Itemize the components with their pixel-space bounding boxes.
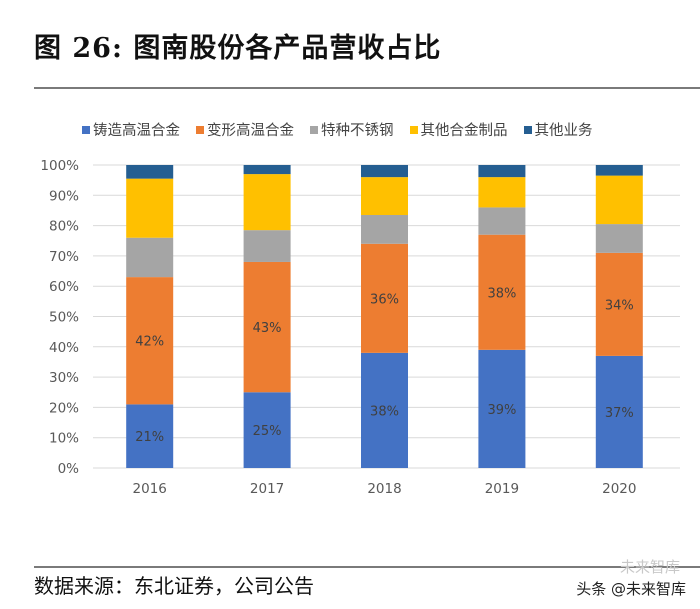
legend-item: 其他业务 — [523, 119, 593, 140]
y-tick-label: 10% — [49, 431, 79, 447]
data-label: 39% — [487, 403, 516, 418]
legend-swatch — [310, 125, 318, 134]
y-tick-label: 20% — [49, 400, 79, 416]
bar-segment — [595, 165, 643, 176]
data-label: 34% — [605, 298, 634, 313]
data-label: 38% — [370, 404, 399, 419]
watermark-faded: 未来智库 — [619, 558, 680, 576]
legend-item: 其他合金制品 — [409, 119, 508, 140]
bar-segment — [126, 237, 174, 278]
bar-segment — [478, 207, 526, 235]
bar-segment — [361, 165, 408, 178]
chart-legend: 铸造高温合金 变形高温合金 特种不锈钢 其他合金制品 其他业务 — [82, 119, 609, 140]
y-tick-label: 30% — [49, 370, 79, 386]
data-label: 36% — [370, 292, 399, 307]
legend-swatch — [82, 125, 90, 134]
data-label: 42% — [135, 335, 164, 350]
legend-swatch — [523, 125, 532, 134]
x-tick-label: 2020 — [602, 481, 636, 497]
bar-segment — [126, 404, 174, 468]
legend-swatch — [409, 125, 418, 134]
figure-title: 图 26: 图南股份各产品营收占比 — [34, 33, 442, 64]
bar-segment — [361, 352, 408, 468]
bar-segment — [243, 230, 291, 262]
bar-segment — [595, 224, 643, 253]
bar-segment — [361, 214, 408, 244]
bar-segment — [595, 252, 643, 356]
source-divider — [34, 566, 700, 568]
x-tick-label: 2019 — [485, 481, 519, 497]
data-label: 25% — [253, 424, 282, 439]
bar-segment — [243, 392, 291, 468]
title-divider — [34, 87, 700, 89]
bar-segment — [478, 177, 526, 208]
bar-segment — [478, 165, 526, 178]
bar-segment — [595, 355, 643, 468]
bar-segment — [361, 243, 408, 353]
data-label: 21% — [135, 430, 164, 445]
bar-segment — [126, 165, 174, 179]
bar-segment — [595, 175, 643, 225]
bar-segment — [126, 178, 174, 238]
y-tick-label: 0% — [58, 461, 80, 477]
legend-label: 其他业务 — [534, 123, 593, 139]
legend-label: 特种不锈钢 — [321, 123, 394, 139]
legend-label: 变形高温合金 — [207, 123, 294, 139]
bar-segment — [478, 234, 526, 350]
legend-item: 铸造高温合金 — [82, 119, 180, 140]
bar-segment — [243, 261, 291, 393]
legend-label: 铸造高温合金 — [93, 123, 180, 139]
y-tick-label: 40% — [49, 340, 79, 356]
data-label: 37% — [605, 406, 634, 421]
x-tick-label: 2016 — [133, 481, 167, 497]
legend-item: 变形高温合金 — [196, 119, 294, 140]
y-tick-label: 80% — [49, 219, 79, 235]
y-tick-label: 50% — [49, 310, 79, 326]
data-label: 43% — [253, 321, 282, 336]
legend-item: 特种不锈钢 — [310, 119, 394, 140]
watermark: 头条 @未来智库 — [576, 580, 686, 598]
y-tick-label: 70% — [49, 249, 79, 265]
bar-segment — [126, 277, 174, 405]
bar-segment — [243, 174, 291, 231]
data-source: 数据来源：东北证券，公司公告 — [34, 574, 314, 598]
bar-segment — [478, 349, 526, 468]
x-tick-label: 2017 — [250, 481, 284, 497]
y-tick-label: 100% — [40, 158, 79, 174]
y-tick-label: 90% — [49, 188, 79, 204]
legend-label: 其他合金制品 — [420, 123, 508, 139]
y-tick-label: 60% — [49, 279, 79, 295]
bar-segment — [361, 177, 408, 215]
bar-segment — [243, 165, 291, 175]
x-tick-label: 2018 — [367, 481, 401, 497]
stacked-bar-chart: 0% 10% 20% 30% 40% 50% 60% 70% 80% 90% 100% 21% 42% 2… — [40, 158, 680, 497]
legend-swatch — [196, 125, 204, 134]
data-label: 38% — [487, 286, 516, 301]
